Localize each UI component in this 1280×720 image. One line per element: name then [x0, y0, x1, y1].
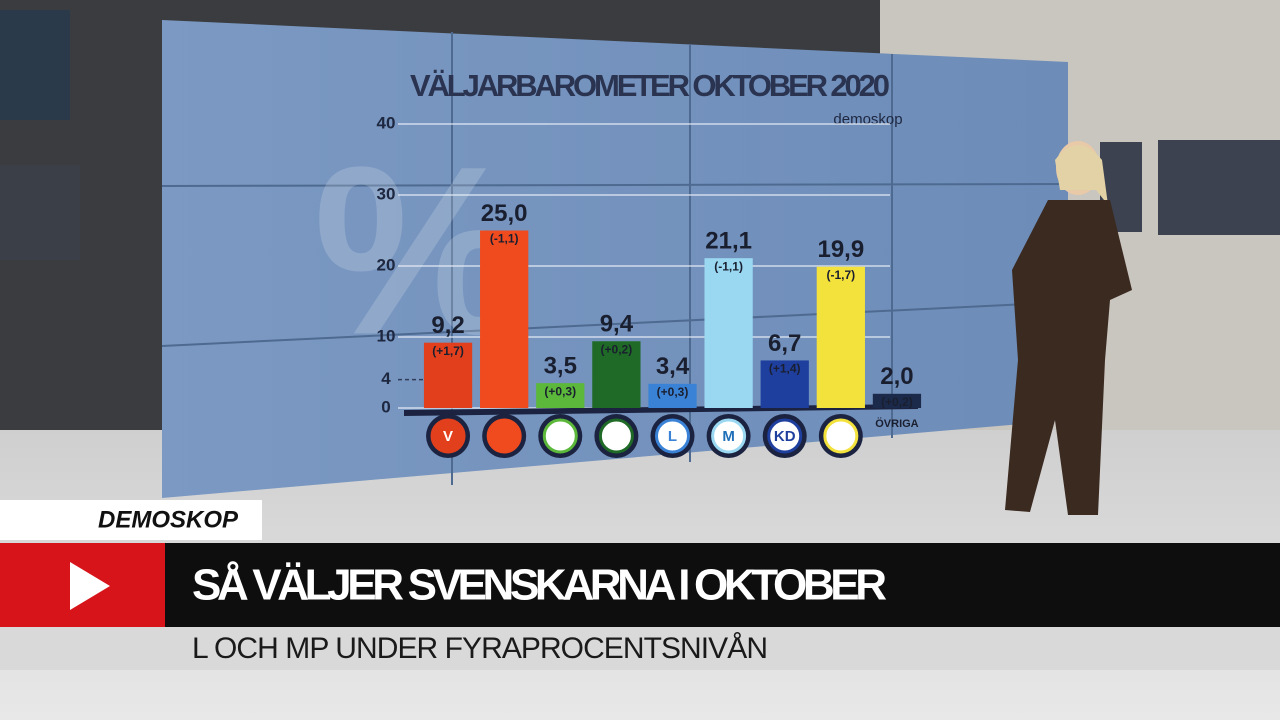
- subline: L OCH MP UNDER FYRAPROCENTSNIVÅN: [192, 632, 768, 665]
- bar: [480, 230, 529, 408]
- value-label: 9,2: [431, 312, 464, 339]
- value-label: 19,9: [817, 236, 864, 263]
- presenter-hair: [1055, 145, 1108, 205]
- party-logo-inner: [711, 418, 747, 454]
- wall-seam: [161, 301, 1069, 347]
- change-label: (+1,7): [432, 344, 464, 358]
- tag: DEMOSKOP: [98, 506, 239, 533]
- bar: [704, 258, 753, 408]
- chart-source: demoskop: [833, 111, 902, 128]
- bar: [536, 383, 585, 408]
- value-label: 6,7: [768, 330, 801, 357]
- y-tick-label: 30: [377, 184, 396, 203]
- chart-title: VÄLJARBAROMETER OKTOBER 2020: [410, 68, 890, 103]
- tag-box: [0, 500, 262, 540]
- value-label: 21,1: [705, 228, 752, 255]
- change-label: (+0,3): [544, 384, 576, 398]
- bar: [592, 341, 641, 408]
- logo-label: L: [668, 428, 677, 445]
- y-tick-label: 4: [381, 369, 391, 388]
- value-label: 9,4: [600, 311, 634, 338]
- party-logo-inner: [823, 418, 859, 454]
- change-label: (+0,3): [657, 385, 689, 399]
- bar: [760, 360, 809, 408]
- x-tick-label: ÖVRIGA: [875, 417, 918, 430]
- y-tick-label: 0: [381, 397, 390, 416]
- change-label: (-1,7): [826, 268, 855, 282]
- logo-label: M: [722, 428, 735, 445]
- change-label: (+0,2): [601, 342, 633, 356]
- value-label: 3,5: [544, 352, 577, 379]
- logo-label: V: [443, 428, 453, 445]
- presenter: [1005, 141, 1132, 515]
- bar: [648, 383, 697, 408]
- party-logo-inner: [767, 418, 803, 454]
- headline: SÅ VÄLJER SVENSKARNA I OKTOBER: [192, 561, 887, 610]
- bar: [423, 342, 473, 408]
- monitor: [0, 10, 70, 120]
- value-label: 2,0: [880, 363, 913, 390]
- change-label: (+0,2): [881, 395, 913, 409]
- chart: 0 4 10 20 30 40 9,2 (+1,7) V 25,0 (-1,1) 3,5 (+0,3) 9…: [377, 113, 922, 458]
- change-label: (-1,1): [714, 259, 743, 273]
- bar: [816, 266, 865, 408]
- value-label: 25,0: [481, 200, 528, 227]
- party-logo-inner: [542, 418, 578, 454]
- wall-seam: [161, 183, 1069, 187]
- logo-label: KD: [774, 428, 796, 445]
- y-tick-label: 10: [377, 326, 396, 345]
- monitor: [0, 165, 80, 260]
- party-logo-inner: [598, 418, 634, 454]
- play-icon: [70, 562, 110, 610]
- party-logo-inner: [655, 418, 690, 454]
- value-label: 3,4: [656, 353, 690, 380]
- y-tick-label: 20: [377, 255, 396, 274]
- subline-bar: [0, 627, 1280, 670]
- monitor: [1158, 140, 1280, 235]
- y-tick-label: 40: [377, 113, 396, 132]
- change-label: (+1,4): [769, 362, 801, 376]
- change-label: (-1,1): [490, 232, 519, 246]
- party-logo-inner: [430, 418, 466, 454]
- bar: [872, 393, 922, 408]
- presenter-body: [1005, 200, 1132, 515]
- headline-bar: [165, 543, 1280, 627]
- party-logo-inner: [486, 418, 522, 454]
